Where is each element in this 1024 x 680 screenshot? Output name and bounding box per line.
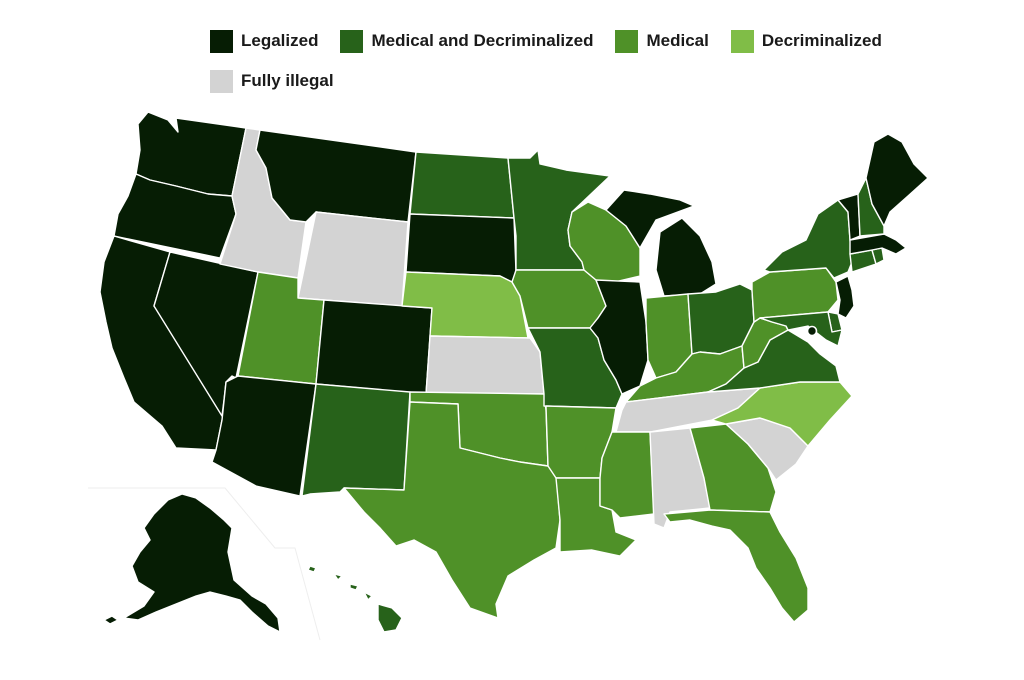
legend: Legalized Medical and Decriminalized Med… xyxy=(210,28,910,108)
legend-swatch-fully-illegal xyxy=(210,69,233,93)
legend-swatch-decriminalized xyxy=(730,29,754,53)
state-maine[interactable] xyxy=(865,133,929,227)
legend-label-medical: Medical xyxy=(646,31,709,50)
legend-row-1: Legalized Medical and Decriminalized Med… xyxy=(210,28,910,54)
legend-swatch-medical xyxy=(615,29,639,53)
state-florida[interactable] xyxy=(663,509,809,623)
legend-item-fully-illegal: Fully illegal xyxy=(210,69,334,93)
state-kansas[interactable] xyxy=(425,335,545,395)
legend-row-2: Fully illegal xyxy=(210,68,910,94)
legend-item-legalized: Legalized xyxy=(210,29,319,53)
state-wyoming[interactable] xyxy=(297,211,409,307)
state-arizona[interactable] xyxy=(211,375,317,497)
legend-label-legalized: Legalized xyxy=(241,31,319,50)
state-new-mexico[interactable] xyxy=(301,383,411,497)
legend-label-fully-illegal: Fully illegal xyxy=(241,71,334,90)
legend-swatch-legalized xyxy=(210,29,233,53)
legend-item-medical-decriminalized: Medical and Decriminalized xyxy=(340,29,594,53)
state-north-dakota[interactable] xyxy=(409,151,515,219)
state-alaska[interactable] xyxy=(103,493,281,633)
inset-divider xyxy=(88,487,321,641)
state-michigan[interactable] xyxy=(605,189,717,297)
state-maryland[interactable] xyxy=(759,311,843,347)
state-mississippi[interactable] xyxy=(599,431,655,519)
state-new-york[interactable] xyxy=(763,199,853,279)
state-texas[interactable] xyxy=(343,401,561,619)
state-montana[interactable] xyxy=(255,129,417,223)
state-new-jersey[interactable] xyxy=(835,275,855,319)
state-iowa[interactable] xyxy=(511,269,607,329)
legend-swatch-medical-decriminalized xyxy=(340,29,364,53)
legend-item-medical: Medical xyxy=(615,29,709,53)
state-north-carolina[interactable] xyxy=(711,381,853,447)
state-colorado[interactable] xyxy=(315,299,433,395)
state-massachusetts[interactable] xyxy=(849,233,907,255)
state-south-dakota[interactable] xyxy=(405,213,517,283)
state-vermont[interactable] xyxy=(837,193,861,241)
legend-label-medical-decriminalized: Medical and Decriminalized xyxy=(371,31,594,50)
state-hawaii[interactable] xyxy=(307,565,403,633)
legend-item-decriminalized: Decriminalized xyxy=(730,29,882,53)
legend-label-decriminalized: Decriminalized xyxy=(761,31,882,50)
state-district-of-columbia[interactable] xyxy=(806,325,818,337)
